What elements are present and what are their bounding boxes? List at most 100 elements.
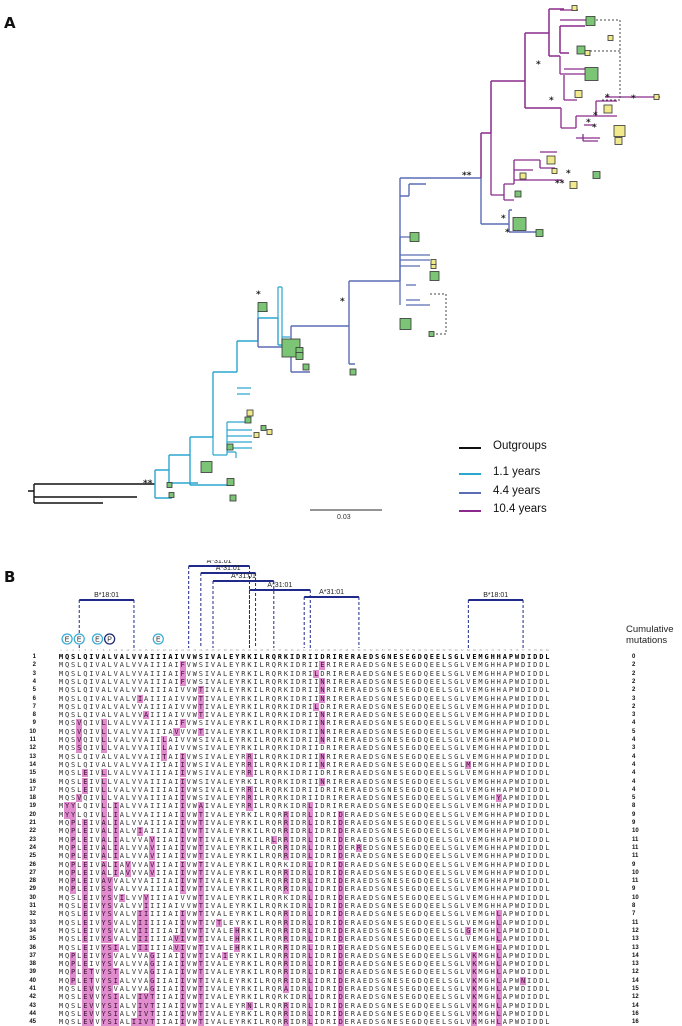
residue: I xyxy=(162,785,167,794)
mutated-residue: S xyxy=(106,918,113,927)
residue: G xyxy=(381,752,386,761)
residue: P xyxy=(508,1001,514,1010)
residue: V xyxy=(137,727,143,736)
residue: L xyxy=(441,993,447,1002)
residue: E xyxy=(344,686,349,695)
residue: K xyxy=(247,711,252,720)
residue: M xyxy=(58,661,64,670)
residue: I xyxy=(156,935,161,944)
residue: L xyxy=(125,843,130,852)
residue: V xyxy=(137,877,143,886)
residue: R xyxy=(265,653,270,661)
residue: L xyxy=(545,885,550,894)
residue: P xyxy=(508,885,514,894)
residue: D xyxy=(368,985,374,993)
residue: M xyxy=(478,868,483,877)
residue: W xyxy=(514,1009,520,1018)
position-tick: 4 xyxy=(79,648,81,652)
residue: L xyxy=(460,985,465,993)
residue: S xyxy=(399,702,404,711)
residue: N xyxy=(387,885,392,894)
residue: E xyxy=(362,893,368,902)
support-annotation: * xyxy=(549,96,554,106)
residue: I xyxy=(89,711,94,720)
residue: E xyxy=(393,661,398,670)
residue: L xyxy=(460,951,465,960)
residue: S xyxy=(399,835,404,844)
residue: V xyxy=(180,686,185,695)
residue: E xyxy=(435,885,441,894)
residue: W xyxy=(514,877,520,886)
residue: R xyxy=(350,702,355,711)
residue: Q xyxy=(423,702,428,711)
residue: G xyxy=(454,868,459,877)
residue: V xyxy=(137,653,143,661)
residue: G xyxy=(454,852,459,861)
residue: R xyxy=(350,727,355,736)
residue: I xyxy=(253,810,258,819)
position-tick: 40 xyxy=(297,648,300,652)
residue: G xyxy=(411,852,416,861)
residue: Q xyxy=(271,893,276,902)
residue: N xyxy=(387,960,392,969)
residue: D xyxy=(368,744,374,753)
residue: L xyxy=(77,935,82,944)
residue: E xyxy=(362,727,368,736)
residue: L xyxy=(545,935,550,944)
residue: I xyxy=(89,860,94,869)
residue: I xyxy=(162,968,167,977)
residue: D xyxy=(520,827,526,836)
residue: G xyxy=(484,760,489,769)
residue: L xyxy=(223,968,228,977)
residue: I xyxy=(308,702,313,711)
residue: I xyxy=(204,752,210,761)
residue: A xyxy=(356,1018,362,1026)
alignment-row: 17 M Q S L E I V L L V A L V V A I I I A I I V W S I V A L E Y R R I L R Q R K… xyxy=(0,785,660,795)
residue: A xyxy=(356,835,362,844)
residue: R xyxy=(302,976,307,985)
residue: P xyxy=(508,1009,514,1018)
residue: I xyxy=(204,1009,210,1018)
residue: I xyxy=(204,794,210,803)
position-tick: 46 xyxy=(333,648,336,652)
residue: A xyxy=(356,976,362,985)
residue: H xyxy=(496,686,501,695)
residue: D xyxy=(533,885,538,894)
residue: I xyxy=(332,736,337,744)
residue: A xyxy=(119,926,124,935)
mutated-residue: R xyxy=(282,1001,289,1010)
position-tick: 32 xyxy=(248,648,251,652)
residue: V xyxy=(186,727,191,736)
residue: A xyxy=(119,918,124,927)
residue: N xyxy=(387,694,392,703)
mutated-residue: P xyxy=(70,843,77,853)
residue: R xyxy=(350,993,355,1002)
mutated-residue: I xyxy=(179,769,186,778)
residue: G xyxy=(484,677,489,686)
mutated-residue: F xyxy=(179,719,186,728)
residue: Y xyxy=(235,686,240,695)
residue: H xyxy=(496,802,501,811)
residue: E xyxy=(429,653,434,661)
residue: W xyxy=(514,686,520,695)
residue: Q xyxy=(423,661,428,670)
cumulative-mutation-count: 8 xyxy=(632,903,636,909)
residue: G xyxy=(381,827,386,836)
position-tick: 44 xyxy=(321,648,324,652)
residue: R xyxy=(326,810,331,819)
residue: D xyxy=(539,860,544,869)
mutated-residue: E xyxy=(82,985,89,994)
residue: D xyxy=(533,677,538,686)
legend-swatch-outgroups xyxy=(459,447,481,449)
residue: L xyxy=(441,810,447,819)
residue: G xyxy=(381,902,386,910)
residue: E xyxy=(362,677,368,686)
residue: V xyxy=(186,885,191,894)
row-number: 45 xyxy=(29,1019,36,1026)
residue: G xyxy=(454,843,459,852)
sample-marker xyxy=(166,482,173,488)
residue: Q xyxy=(64,752,70,761)
residue: D xyxy=(296,852,301,861)
residue: H xyxy=(496,752,501,761)
residue: I xyxy=(253,719,258,728)
